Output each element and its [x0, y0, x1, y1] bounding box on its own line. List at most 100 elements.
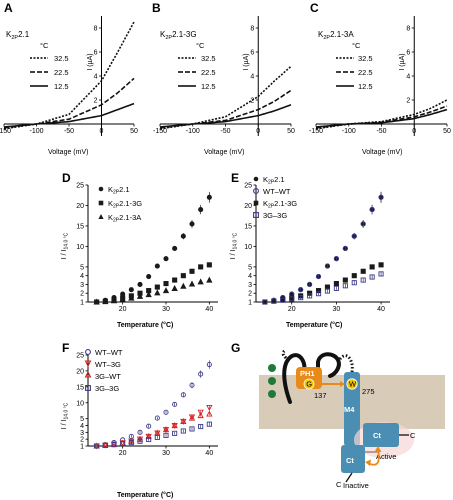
panel-c-title: K2P2.1-3A	[318, 30, 354, 41]
series-line	[315, 108, 448, 128]
channel-diagram: PH1 G M4 W 137 275 Ct C Active Ct C Inac…	[259, 348, 445, 490]
panel-letter-c: C	[310, 1, 319, 15]
iv-plot-b: -150 -100 -50 0 50 2 4 6 8	[153, 16, 295, 136]
legend-item: K2P2.1	[263, 175, 285, 186]
data-point	[342, 277, 348, 283]
panel-letter-b: B	[152, 1, 161, 15]
x-tick-label: -100	[342, 128, 356, 135]
x-tick-label: 30	[333, 306, 341, 313]
x-tick-label: 30	[162, 306, 170, 313]
y-tick-label: 5	[80, 416, 84, 423]
panel-b-legend: °C 32.5 22.5 12.5	[178, 41, 216, 91]
data-point	[180, 417, 187, 424]
m4-label: M4	[344, 405, 355, 414]
y-tick-label: 3	[248, 282, 252, 289]
data-point	[172, 277, 178, 283]
data-point	[333, 285, 339, 291]
data-point	[369, 207, 375, 213]
legend-item: WT–WT	[95, 348, 123, 357]
data-point	[154, 415, 160, 421]
panel-letter-e: E	[231, 171, 239, 185]
y-tick-label: 4	[406, 74, 410, 81]
data-point	[197, 278, 204, 285]
legend-title: °C	[196, 41, 205, 50]
panel-a-ylabel: I (µA)	[87, 53, 94, 70]
data-point	[280, 297, 286, 303]
legend-title: °C	[40, 41, 49, 50]
data-point	[378, 194, 384, 200]
legend-item: 12.5	[54, 82, 69, 91]
y-tick-label: 4	[248, 273, 252, 280]
protein-tail-dotted	[281, 348, 288, 360]
panel-d-xlabel: Temperature (°C)	[117, 321, 173, 329]
legend-item: K2P2.1-3G	[263, 199, 297, 210]
data-point	[137, 281, 143, 288]
data-point	[162, 287, 170, 294]
data-point	[171, 284, 178, 291]
data-point	[154, 434, 160, 441]
data-point	[145, 291, 152, 298]
y-tick-label: 25	[76, 353, 84, 360]
data-point	[154, 289, 161, 296]
data-point	[307, 293, 313, 299]
data-point	[206, 194, 212, 200]
y-tick-label: 6	[250, 50, 254, 57]
x-tick-label: -50	[220, 128, 230, 135]
data-point	[351, 280, 357, 286]
panel-f-ylabel: I / I14.0 °C	[61, 402, 70, 429]
data-point	[206, 262, 212, 268]
y-tick-label: 20	[244, 203, 252, 210]
data-point	[172, 245, 178, 252]
y-tick-label: 2	[94, 98, 98, 105]
data-point	[154, 263, 160, 269]
panel-d-ylabel: I / I14.0 °C	[61, 232, 70, 259]
data-point	[189, 268, 195, 274]
x-tick-label: -150	[0, 128, 11, 135]
x-tick-label: -100	[29, 128, 43, 135]
data-point	[289, 296, 295, 302]
x-tick-label: 20	[119, 306, 127, 313]
y-tick-label: 8	[406, 26, 410, 33]
data-point	[206, 276, 213, 283]
data-point	[315, 291, 322, 297]
iv-plot-a: -150 -100 -50 0 50 2 4 6 8	[0, 16, 138, 136]
green-dot	[268, 390, 276, 398]
legend-item: 12.5	[201, 82, 216, 91]
w-residue-label: W	[349, 380, 357, 389]
y-tick-label: 2	[406, 98, 410, 105]
data-point	[137, 438, 143, 444]
series-line	[3, 77, 135, 129]
green-dot	[268, 364, 276, 372]
y-tick-label: 5	[248, 264, 252, 271]
legend-item: 32.5	[358, 54, 373, 63]
data-point	[94, 443, 100, 449]
x-tick-label: -50	[64, 128, 74, 135]
data-point	[198, 207, 204, 213]
data-point	[197, 409, 204, 416]
y-tick-label: 6	[94, 50, 98, 57]
data-point	[198, 423, 204, 430]
data-point	[206, 421, 212, 427]
data-point	[342, 283, 348, 289]
data-point	[146, 274, 152, 280]
data-point	[180, 392, 186, 398]
legend-item: K2P2.1-3G	[108, 199, 142, 210]
data-point	[298, 295, 304, 301]
data-point	[351, 273, 357, 279]
x-tick-label: 50	[287, 128, 295, 135]
data-point	[351, 233, 357, 239]
iv-plot-c: -150 -100 -50 0 50 2 4 6 8	[309, 16, 451, 136]
m4-helix	[344, 372, 360, 446]
y-tick-label: 4	[250, 74, 254, 81]
data-point	[163, 432, 169, 438]
data-point	[93, 298, 100, 305]
y-tick-label: 1	[248, 300, 252, 307]
data-point	[315, 274, 322, 280]
y-tick-label: 3	[80, 282, 84, 289]
green-dot	[268, 377, 276, 385]
data-point	[333, 256, 339, 262]
data-point	[333, 281, 339, 287]
series-line	[3, 102, 135, 128]
panel-letter-d: D	[62, 171, 71, 185]
